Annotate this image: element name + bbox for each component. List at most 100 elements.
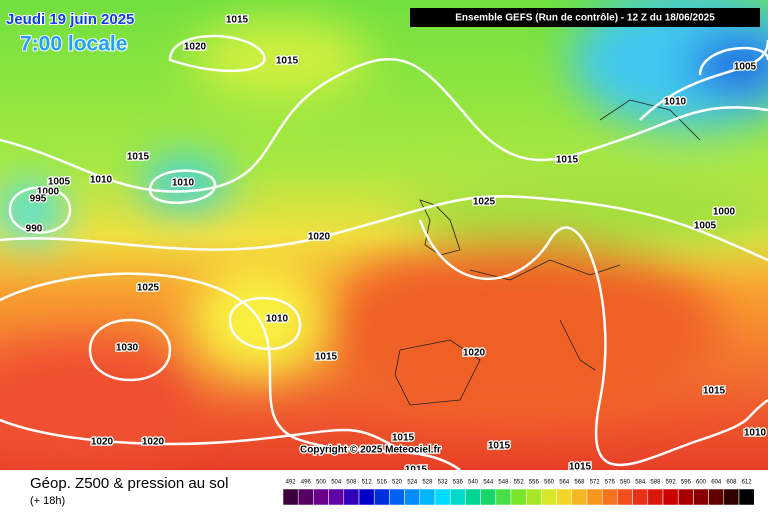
isobar-label: 1020 (184, 42, 207, 53)
isobar-label: 1010 (266, 314, 289, 325)
scale-label: 512 (362, 480, 373, 486)
scale-swatch (328, 488, 345, 506)
scale-label: 548 (498, 480, 509, 486)
isobar-label: 995 (30, 194, 47, 205)
scale-label: 604 (711, 480, 722, 486)
isobar-label: 1005 (734, 62, 757, 73)
scale-swatch (297, 488, 314, 506)
scale-label: 556 (529, 480, 540, 486)
scale-label: 584 (635, 480, 646, 486)
scale-swatch (510, 488, 527, 506)
scale-swatch (282, 488, 299, 506)
scale-label: 596 (681, 480, 692, 486)
isobar-label: 1010 (172, 178, 195, 189)
isobar (228, 296, 302, 350)
isobar-label: 1025 (473, 197, 496, 208)
scale-label: 544 (483, 480, 494, 486)
scale-swatch (617, 488, 633, 506)
scale-label: 592 (666, 480, 677, 486)
isobar (0, 418, 401, 452)
coastline (394, 99, 701, 406)
scale-swatch (738, 488, 755, 506)
scale-swatch (434, 488, 451, 506)
scale-swatch (525, 488, 542, 506)
scale-swatch (480, 488, 497, 506)
field-blobs (0, 0, 768, 460)
scale-swatch (541, 488, 557, 506)
scale-swatch (586, 488, 603, 506)
scale-label: 536 (453, 480, 464, 486)
isobar-label: 1000 (37, 187, 60, 198)
isobar-label: 1005 (48, 177, 71, 188)
isobar-label: 1020 (142, 437, 165, 448)
date: Jeudi 19 juin 2025 (6, 11, 134, 28)
scale-label: 568 (574, 480, 585, 486)
scale-swatch (389, 488, 405, 506)
isobar-label: 1010 (90, 175, 113, 186)
isobar-label: 1015 (276, 56, 299, 67)
scale-swatch (313, 488, 329, 506)
scale-label: 552 (514, 480, 525, 486)
scale-swatch (677, 488, 694, 506)
isobar-label: 990 (26, 224, 43, 235)
scale-label: 496 (301, 480, 312, 486)
scale-label: 612 (742, 480, 753, 486)
scale-label: 524 (407, 480, 418, 486)
isobar-label: 1020 (91, 437, 114, 448)
color-scale: 492 496 500 504 508 512 516 520 524 528 532 536 540 5… (282, 480, 755, 506)
isobar-label: 1010 (664, 97, 687, 108)
isobar-label: 1015 (226, 15, 249, 26)
isobar-label: 1015 (703, 386, 726, 397)
scale-swatch (373, 488, 390, 506)
scale-label: 532 (438, 480, 449, 486)
copyright: Copyright © 2025 Meteociel.fr (300, 445, 441, 456)
isobar-label: 1025 (137, 283, 160, 294)
header-box (410, 8, 760, 27)
scale-swatch (647, 488, 664, 506)
isobar-label: 1030 (116, 343, 139, 354)
scale-swatch (662, 488, 679, 506)
isobar (8, 186, 72, 234)
scale-label: 508 (346, 480, 357, 486)
caption: Géop. Z500 & pression au sol (30, 475, 228, 492)
isobar (639, 39, 768, 121)
isobar-label: 1015 (392, 433, 415, 444)
scale-label: 520 (392, 480, 403, 486)
isobar-label: 1015 (488, 441, 511, 452)
isobar-label: 1020 (463, 348, 486, 359)
scale-label: 600 (696, 480, 707, 486)
scale-swatch (601, 488, 618, 506)
scale-swatch (465, 488, 481, 506)
isobar-label: 1020 (308, 232, 331, 243)
time: 7:00 locale (20, 33, 127, 56)
scale-swatch (571, 488, 588, 506)
scale-label: 564 (559, 480, 570, 486)
header: Ensemble GEFS (Run de contrôle) - 12 Z d… (455, 13, 715, 24)
isobar-labels: 1015 1020 1015 1005 1010 1015 1015 1010 1005 1010… (24, 13, 767, 477)
scale-label: 516 (377, 480, 388, 486)
isobar (88, 318, 172, 382)
scale-swatch (343, 488, 360, 506)
scale-swatch (632, 488, 649, 506)
isobar-label: 1015 (315, 352, 338, 363)
isobar (0, 57, 768, 193)
scale-swatch (419, 488, 436, 506)
isobar (168, 34, 266, 73)
isobar (0, 195, 768, 262)
isobar (148, 169, 217, 204)
scale-swatch (358, 488, 375, 506)
isobar-label: 1010 (744, 428, 767, 439)
scale-label: 492 (286, 480, 297, 486)
scale-label: 504 (331, 480, 342, 486)
scale-swatch (449, 488, 466, 506)
isobar (418, 219, 768, 467)
isobar-label: 1000 (713, 207, 736, 218)
scale-label: 500 (316, 480, 327, 486)
scale-label: 580 (620, 480, 631, 486)
scale-swatch (495, 488, 512, 506)
isobar (0, 272, 461, 472)
scale-label: 528 (422, 480, 433, 486)
scale-label: 576 (605, 480, 616, 486)
scale-label: 560 (544, 480, 555, 486)
